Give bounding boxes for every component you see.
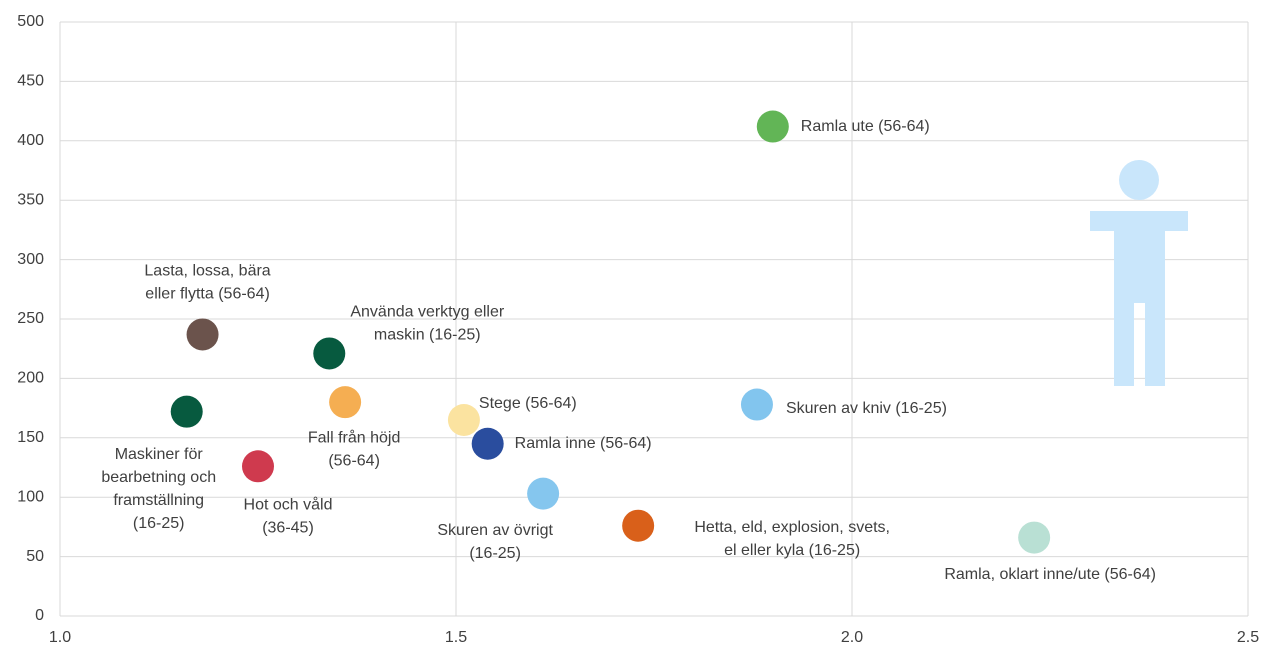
point-label: framställning — [113, 492, 204, 509]
point — [447, 403, 480, 436]
y-tick-label: 250 — [17, 310, 44, 327]
point — [1018, 521, 1051, 554]
x-tick-label: 1.5 — [445, 629, 467, 646]
point-label: el eller kyla (16-25) — [724, 542, 860, 559]
point-label: Skuren av övrigt — [437, 522, 553, 539]
point-label: Ramla inne (56-64) — [515, 435, 652, 452]
point — [740, 388, 773, 421]
point — [622, 509, 655, 542]
y-tick-label: 450 — [17, 73, 44, 90]
y-tick-label: 200 — [17, 370, 44, 387]
point-label: Ramla, oklart inne/ute (56-64) — [944, 566, 1156, 583]
point-label: Använda verktyg eller — [350, 304, 505, 321]
y-tick-label: 400 — [17, 132, 44, 149]
point — [756, 110, 789, 143]
y-tick-label: 350 — [17, 191, 44, 208]
grid — [59, 21, 1249, 617]
y-tick-label: 150 — [17, 429, 44, 446]
point — [242, 450, 274, 483]
point-label: bearbetning och — [101, 469, 216, 486]
point — [170, 395, 203, 428]
point-label: (56-64) — [328, 452, 380, 469]
point — [471, 427, 504, 460]
person-icon — [1090, 160, 1188, 386]
point — [186, 318, 219, 351]
x-tick-label: 2.0 — [841, 629, 863, 646]
point-label: Lasta, lossa, bära — [144, 263, 270, 280]
point — [527, 477, 560, 510]
y-tick-label: 500 — [17, 13, 44, 30]
x-tick-label: 1.0 — [49, 629, 71, 646]
point-label: (16-25) — [133, 515, 185, 532]
point-label: eller flytta (56-64) — [145, 286, 270, 303]
point-label: Ramla ute (56-64) — [801, 118, 930, 135]
point-label: Skuren av kniv (16-25) — [786, 400, 947, 417]
point — [329, 386, 362, 419]
point-label: Hot och våld — [244, 496, 333, 514]
y-tick-label: 0 — [35, 607, 44, 624]
point-label: Fall från höjd — [308, 428, 401, 446]
point-label: Maskiner för — [115, 446, 204, 463]
point-label: (36-45) — [262, 520, 314, 537]
point-label: Stege (56-64) — [479, 395, 577, 412]
x-tick-label: 2.5 — [1237, 629, 1259, 646]
point-label: Hetta, eld, explosion, svets, — [694, 519, 890, 536]
y-tick-label: 300 — [17, 251, 44, 268]
y-tick-label: 50 — [26, 548, 44, 565]
point — [313, 337, 346, 370]
point-label: maskin (16-25) — [374, 327, 481, 344]
y-tick-label: 100 — [17, 488, 44, 505]
point-label: (16-25) — [469, 545, 521, 562]
